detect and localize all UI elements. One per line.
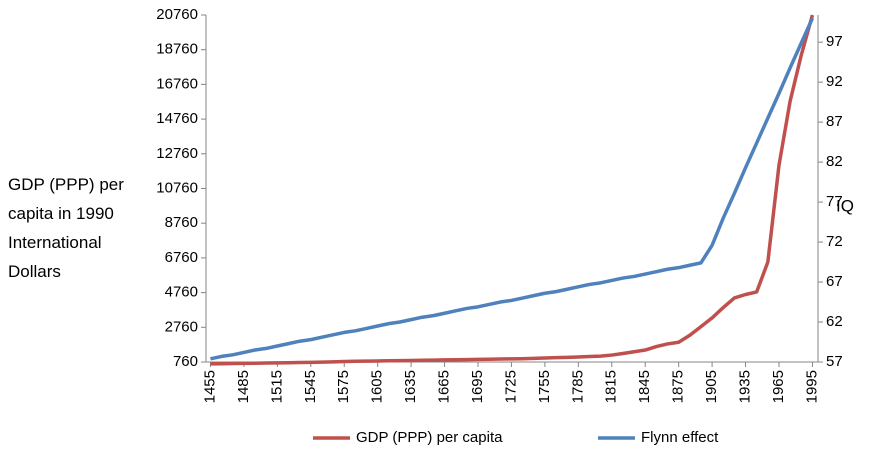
- y-tick-label: 760: [173, 353, 198, 370]
- x-tick-label: 1965: [770, 370, 787, 403]
- y-tick-label: 4760: [165, 284, 198, 301]
- x-tick-label: 1995: [803, 370, 820, 403]
- y-tick-label: 10760: [156, 179, 198, 196]
- y-tick-label: 2760: [165, 318, 198, 335]
- series-line: [210, 17, 815, 361]
- y-tick-label: 8760: [165, 214, 198, 231]
- series-line: [210, 14, 815, 366]
- x-tick-label: 1755: [536, 370, 553, 403]
- y2-tick-label: 62: [826, 313, 843, 330]
- x-tick-label: 1665: [436, 370, 453, 403]
- x-tick-label: 1545: [302, 370, 319, 403]
- x-tick-label: 1905: [703, 370, 720, 403]
- y2-tick-label: 77: [826, 193, 843, 210]
- x-tick-label: 1785: [569, 370, 586, 403]
- y2-tick-label: 57: [826, 353, 843, 370]
- x-tick-label: 1635: [402, 370, 419, 403]
- y-tick-label: 12760: [156, 145, 198, 162]
- x-tick-label: 1695: [469, 370, 486, 403]
- x-tick-label: 1725: [502, 370, 519, 403]
- x-tick-label: 1455: [201, 370, 218, 403]
- y-axis-label: GDP (PPP) per capita in 1990 Internation…: [8, 175, 124, 281]
- x-tick-label: 1515: [268, 370, 285, 403]
- x-tick-label: 1605: [369, 370, 386, 403]
- x-tick-label: 1815: [603, 370, 620, 403]
- y-tick-label: 14760: [156, 110, 198, 127]
- x-tick-label: 1935: [737, 370, 754, 403]
- y-tick-label: 18760: [156, 41, 198, 58]
- legend-label: GDP (PPP) per capita: [356, 429, 503, 446]
- x-tick-label: 1575: [335, 370, 352, 403]
- x-tick-label: 1875: [670, 370, 687, 403]
- x-tick-label: 1845: [636, 370, 653, 403]
- y2-tick-label: 87: [826, 113, 843, 130]
- y2-tick-label: 82: [826, 153, 843, 170]
- y-tick-label: 20760: [156, 6, 198, 23]
- y2-tick-label: 67: [826, 273, 843, 290]
- y-tick-label: 16760: [156, 75, 198, 92]
- y2-tick-label: 92: [826, 73, 843, 90]
- y-tick-label: 6760: [165, 249, 198, 266]
- y2-tick-label: 72: [826, 233, 843, 250]
- y2-axis-label: IQ: [836, 196, 854, 215]
- legend-label: Flynn effect: [641, 429, 719, 446]
- y2-tick-label: 97: [826, 33, 843, 50]
- x-tick-label: 1485: [235, 370, 252, 403]
